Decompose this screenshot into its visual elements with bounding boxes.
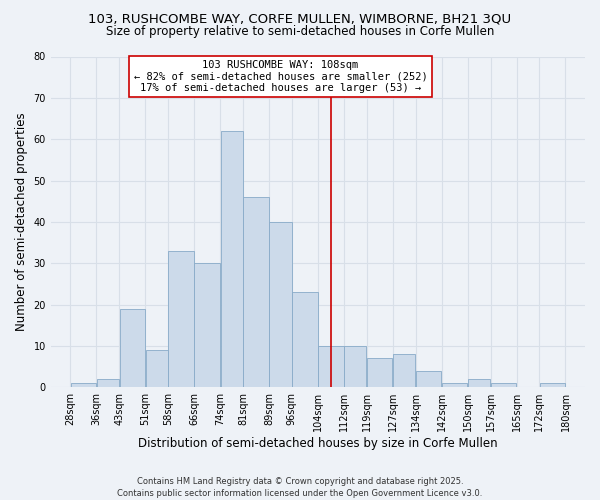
Text: Size of property relative to semi-detached houses in Corfe Mullen: Size of property relative to semi-detach… [106, 25, 494, 38]
Bar [344, 346, 367, 387]
Bar [119, 308, 145, 387]
Text: 103 RUSHCOMBE WAY: 108sqm
← 82% of semi-detached houses are smaller (252)
17% of: 103 RUSHCOMBE WAY: 108sqm ← 82% of semi-… [134, 60, 427, 93]
Text: Contains HM Land Registry data © Crown copyright and database right 2025.
Contai: Contains HM Land Registry data © Crown c… [118, 476, 482, 498]
Bar [318, 346, 344, 387]
Bar [367, 358, 392, 387]
Bar [244, 197, 269, 387]
Bar [194, 263, 220, 387]
Bar [442, 383, 467, 387]
Y-axis label: Number of semi-detached properties: Number of semi-detached properties [15, 112, 28, 331]
Bar [540, 383, 565, 387]
Bar [269, 222, 292, 387]
X-axis label: Distribution of semi-detached houses by size in Corfe Mullen: Distribution of semi-detached houses by … [138, 437, 498, 450]
Bar [97, 379, 119, 387]
Bar [169, 251, 194, 387]
Bar [292, 292, 317, 387]
Bar [491, 383, 516, 387]
Bar [71, 383, 96, 387]
Bar [146, 350, 168, 387]
Bar [221, 131, 242, 387]
Text: 103, RUSHCOMBE WAY, CORFE MULLEN, WIMBORNE, BH21 3QU: 103, RUSHCOMBE WAY, CORFE MULLEN, WIMBOR… [88, 12, 512, 26]
Bar [416, 370, 442, 387]
Bar [393, 354, 415, 387]
Bar [468, 379, 490, 387]
